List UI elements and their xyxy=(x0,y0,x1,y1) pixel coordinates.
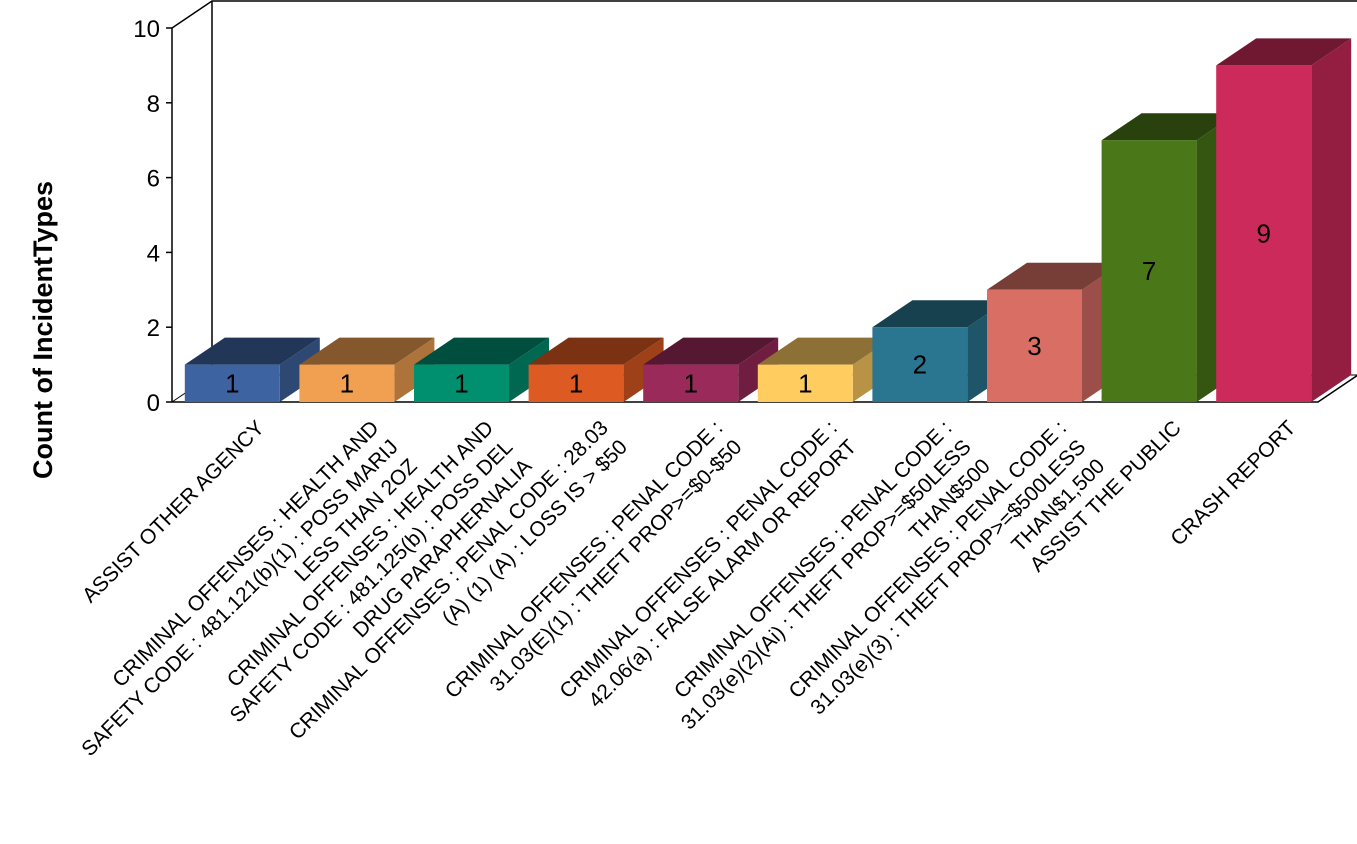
bar-side xyxy=(1311,38,1352,403)
bar-front xyxy=(757,364,853,402)
bar-value-label: 1 xyxy=(798,368,812,398)
x-tick-label-line: CRIMINAL OFFENSES : HEALTH AND xyxy=(223,416,498,691)
x-tick-label: ASSIST OTHER AGENCY xyxy=(78,416,269,607)
bar-front xyxy=(1216,65,1312,403)
bar-value-label: 9 xyxy=(1256,219,1270,249)
bar-top xyxy=(299,337,435,365)
bar-front xyxy=(987,289,1082,402)
x-tick-label: CRASH REPORT xyxy=(1166,416,1300,550)
x-tick-label-line: ASSIST OTHER AGENCY xyxy=(78,416,269,607)
y-axis-label: Count of IncidentTypes xyxy=(28,181,58,479)
bar: 1 xyxy=(414,337,549,402)
bar-top xyxy=(1101,113,1237,141)
bar-top xyxy=(528,337,664,365)
bar-top xyxy=(757,337,893,365)
bar-value-label: 1 xyxy=(683,368,697,398)
bar: 1 xyxy=(184,337,320,402)
bar-top xyxy=(872,300,1008,328)
bar-value-label: 2 xyxy=(913,350,927,380)
bar-front xyxy=(643,364,739,402)
bar-front xyxy=(528,364,624,402)
x-tick-label-line: CRIMINAL OFFENSES : HEALTH AND xyxy=(108,416,383,691)
x-tick-label-line: CRASH REPORT xyxy=(1166,416,1300,550)
y-tick-label: 6 xyxy=(147,166,160,193)
bar-front xyxy=(414,364,509,402)
y-tick-label: 8 xyxy=(147,91,160,118)
bar-front xyxy=(872,327,968,402)
bar: 9 xyxy=(1216,38,1352,403)
bar: 1 xyxy=(528,337,664,402)
bar-value-label: 1 xyxy=(569,368,583,398)
bar-value-label: 1 xyxy=(454,368,468,398)
y-tick-label: 2 xyxy=(147,315,160,342)
bar-top xyxy=(1216,38,1352,66)
bar-top xyxy=(184,337,320,365)
y-tick-label: 4 xyxy=(147,240,160,267)
bars: 1 1 1 1 1 1 2 3 7 9 xyxy=(184,38,1352,403)
y-tick-label: 0 xyxy=(147,390,160,417)
bar-value-label: 1 xyxy=(340,368,354,398)
bar-front xyxy=(1101,140,1197,402)
bar-top xyxy=(987,262,1122,290)
bar-front xyxy=(299,364,395,402)
y-tick-label: 10 xyxy=(133,16,160,43)
y-axis-ticks: 0 2 4 6 8 10 xyxy=(133,16,172,417)
bar-top xyxy=(643,337,779,365)
bar-front xyxy=(184,364,280,402)
bar-value-label: 7 xyxy=(1142,256,1156,286)
bar-top xyxy=(414,337,549,365)
bar-value-label: 1 xyxy=(225,368,239,398)
bar-value-label: 3 xyxy=(1027,331,1041,361)
